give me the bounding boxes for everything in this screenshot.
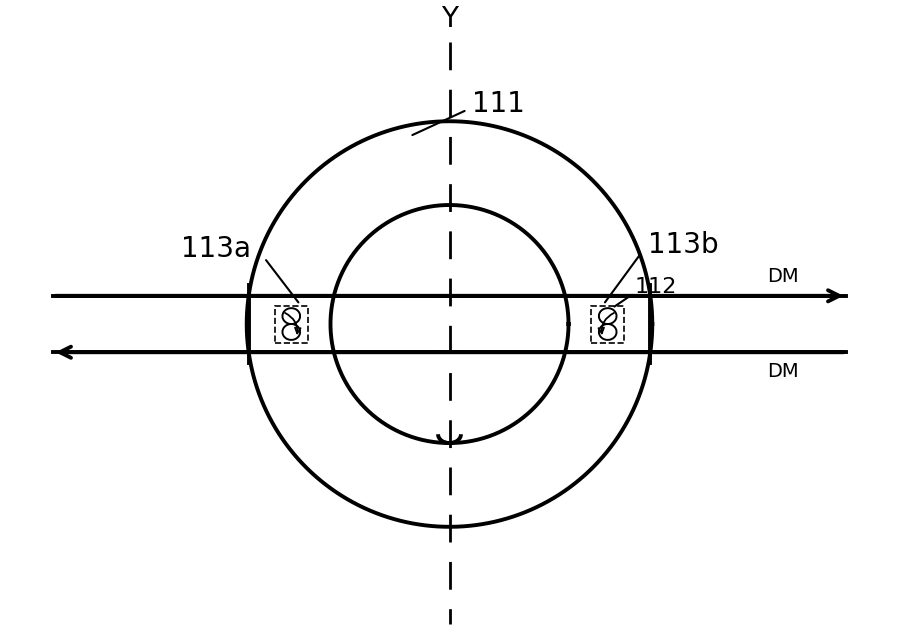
Text: Y: Y (441, 5, 458, 33)
Text: 112: 112 (635, 277, 677, 297)
Bar (591, 306, 625, 342)
Text: DM: DM (767, 362, 798, 381)
Text: DM: DM (767, 267, 798, 286)
Bar (274, 306, 308, 342)
Text: 113b: 113b (648, 231, 718, 259)
Text: 113a: 113a (181, 235, 251, 263)
Text: 111: 111 (472, 89, 524, 118)
